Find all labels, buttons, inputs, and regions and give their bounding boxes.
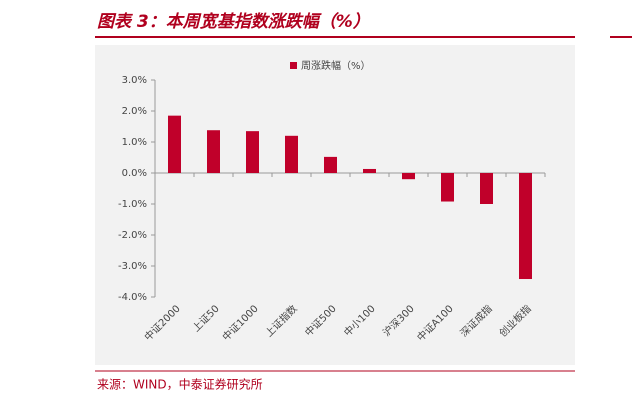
bar [285, 135, 298, 173]
bar [207, 130, 220, 173]
bar [519, 173, 532, 280]
source: 来源：WIND，中泰证券研究所 [97, 377, 263, 392]
bar [402, 173, 415, 180]
bar [324, 156, 337, 173]
y-tick-label: -4.0% [118, 292, 147, 303]
y-tick-label: -3.0% [118, 261, 147, 272]
chart-background [95, 45, 575, 365]
figure-title: 图表 3：本周宽基指数涨跌幅（%） [97, 12, 370, 32]
bar [441, 173, 454, 202]
legend-label: 周涨跌幅（%） [301, 59, 371, 72]
y-tick-label: 2.0% [122, 106, 147, 117]
bar [480, 173, 493, 204]
y-tick-label: 0.0% [122, 168, 147, 179]
y-tick-label: 3.0% [122, 75, 147, 86]
legend-swatch [290, 62, 297, 69]
y-tick-label: -2.0% [118, 230, 147, 241]
bar [246, 131, 259, 173]
bar [168, 115, 181, 173]
y-tick-label: 1.0% [122, 137, 147, 148]
bar [363, 168, 376, 173]
y-tick-label: -1.0% [118, 199, 147, 210]
